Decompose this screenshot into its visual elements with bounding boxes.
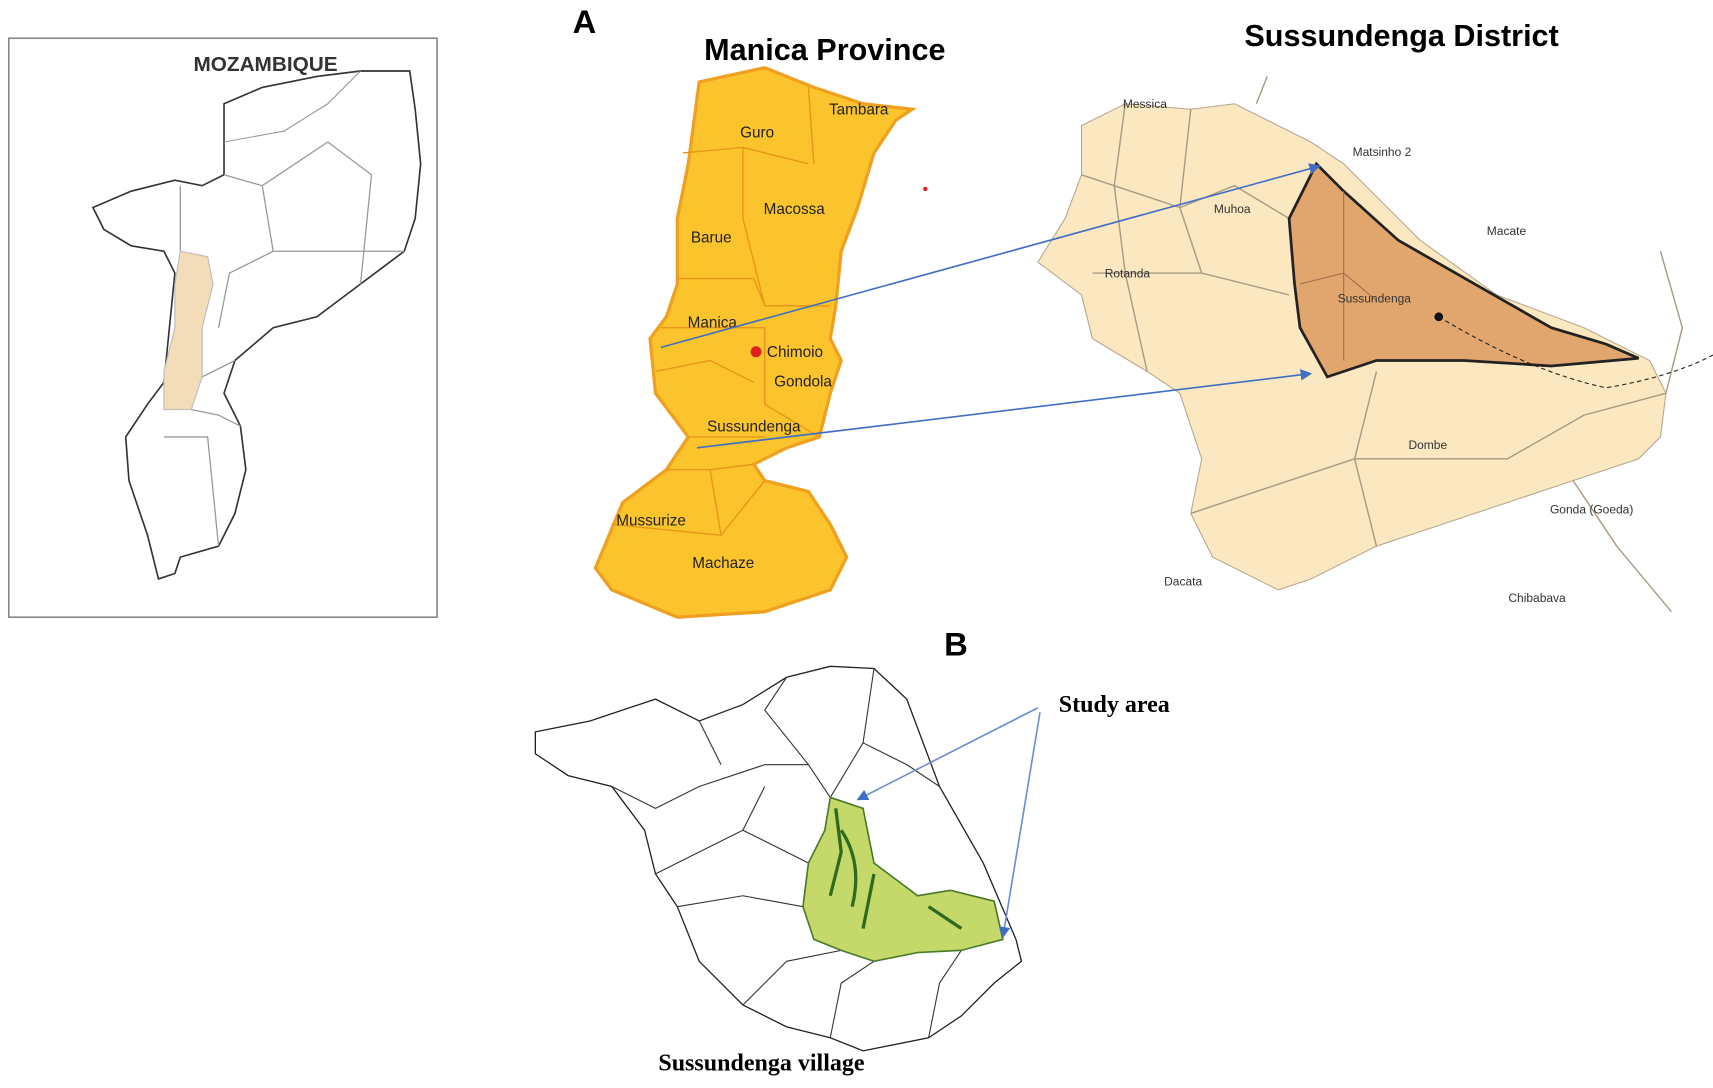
province-outline xyxy=(593,66,917,619)
country-title: MOZAMBIQUE xyxy=(193,53,337,76)
callout-line xyxy=(998,712,1041,939)
callout-line xyxy=(856,707,1039,801)
province-borders xyxy=(163,141,405,547)
place-label: Muhoa xyxy=(1214,202,1251,216)
country-outline xyxy=(91,70,422,581)
village-outline xyxy=(534,665,1023,1052)
place-label: Dombe xyxy=(1408,438,1447,452)
place-label: Dacata xyxy=(1164,575,1202,589)
panel-label: B xyxy=(944,625,968,662)
village-borders xyxy=(611,668,962,1038)
vegetation xyxy=(828,808,963,930)
province-title: Manica Province xyxy=(704,33,945,67)
district-label: Mussurize xyxy=(616,512,686,529)
sussundenga-area xyxy=(1287,161,1640,379)
district-borders xyxy=(611,87,831,537)
district-label: Manica xyxy=(688,315,738,332)
district-label: Tambara xyxy=(829,102,889,119)
place-label: Rotanda xyxy=(1105,266,1151,280)
district-title: Sussundenga District xyxy=(1244,19,1558,53)
place-label: Macate xyxy=(1487,224,1527,238)
border xyxy=(223,70,361,143)
place-label: Chibabava xyxy=(1508,591,1566,605)
district-label: Gondola xyxy=(774,374,832,391)
arrow xyxy=(660,163,1321,349)
chimoio-marker xyxy=(750,346,762,358)
inner-borders xyxy=(1299,191,1377,361)
dot xyxy=(923,186,928,192)
place-label: Sussundenga xyxy=(1338,292,1412,306)
road xyxy=(1438,316,1713,389)
manica-highlight xyxy=(163,250,214,411)
map-caption: Sussundenga village xyxy=(658,1051,865,1077)
panel-label: A xyxy=(573,3,597,40)
district-label: Sussundenga xyxy=(707,418,801,435)
district-label: Guro xyxy=(740,125,774,142)
place-label: Gonda (Goeda) xyxy=(1550,502,1633,516)
study-area xyxy=(802,796,1004,963)
district-label: Chimoio xyxy=(767,344,823,361)
place-label: Matsinho 2 xyxy=(1353,145,1412,159)
district-label: Macossa xyxy=(764,201,826,218)
callout-label: Study area xyxy=(1059,692,1170,718)
place-label: Messica xyxy=(1123,97,1167,111)
arrow xyxy=(696,369,1313,449)
district-label: Machaze xyxy=(692,555,754,572)
district-label: Barue xyxy=(691,230,732,247)
